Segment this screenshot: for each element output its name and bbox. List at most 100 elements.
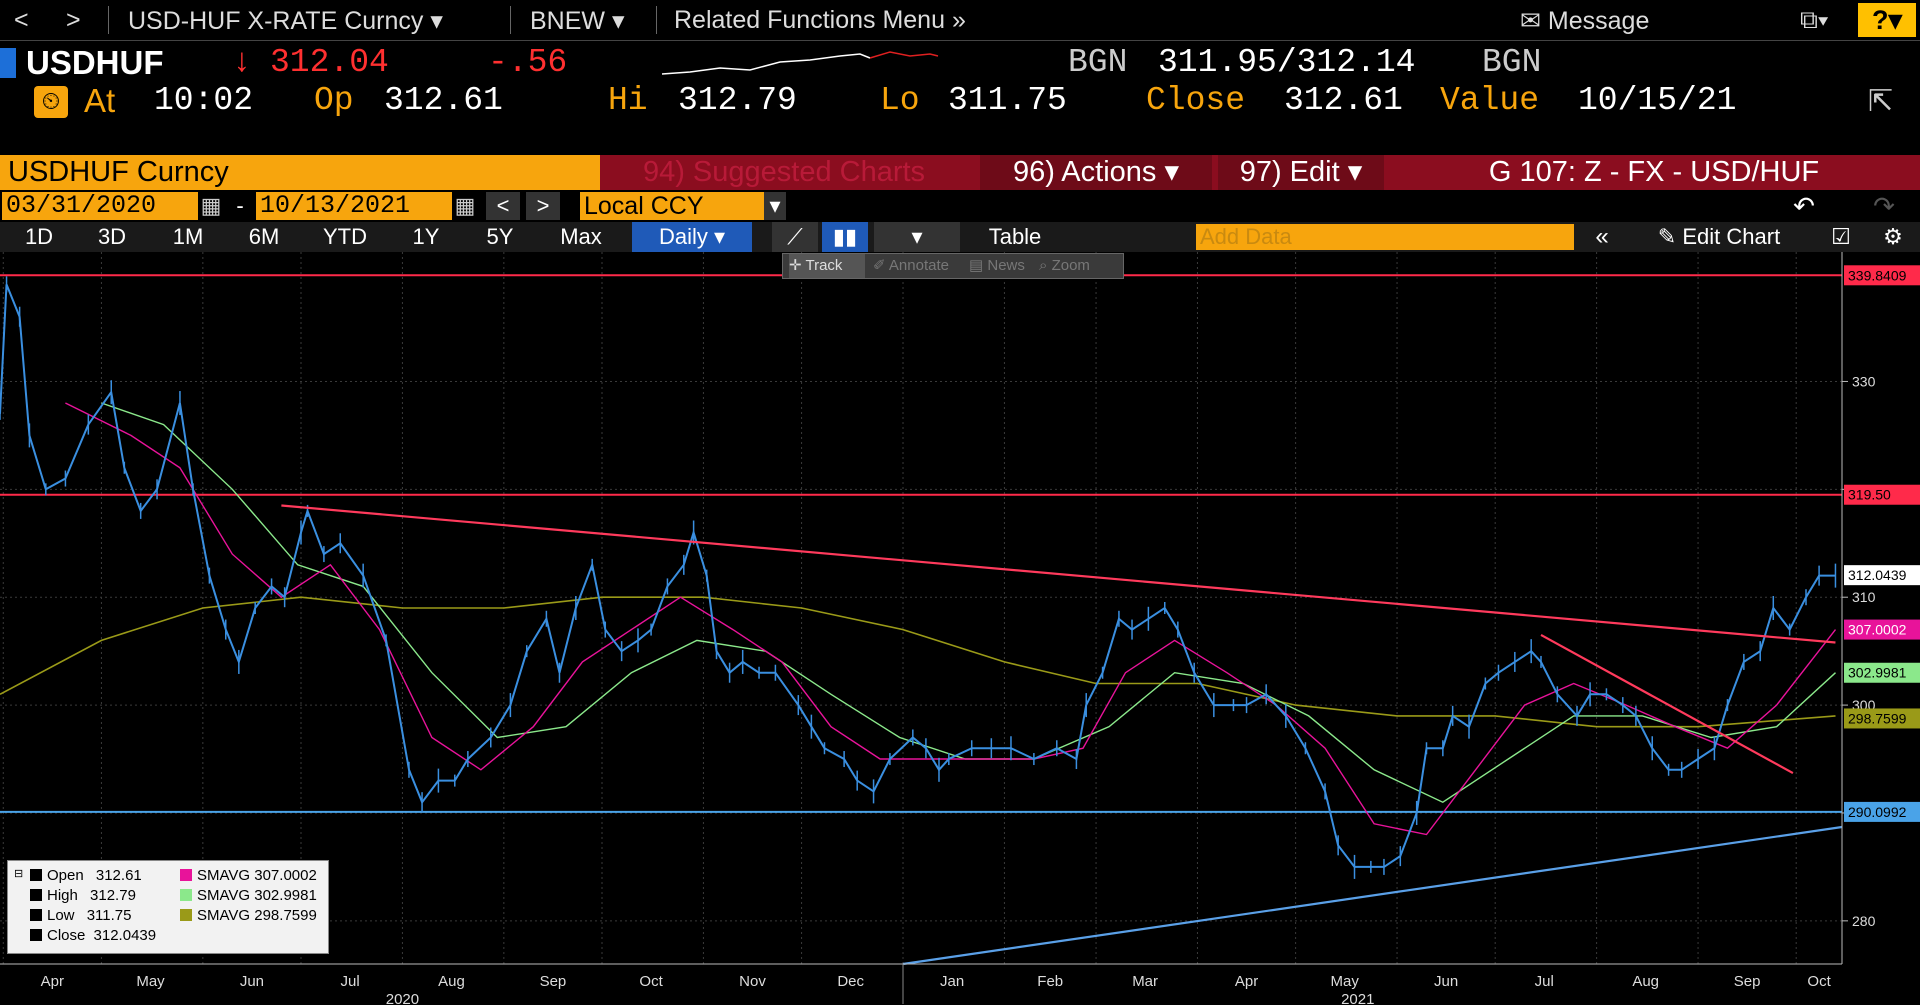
expand-icon[interactable]: ⇱ (1868, 85, 1894, 118)
crosshair-icon: ✛ (789, 257, 802, 274)
candlestick-icon[interactable]: ▮▮ (822, 222, 868, 252)
x-tick-label: Jun (1434, 973, 1458, 990)
legend-value: 312.0439 (93, 927, 157, 944)
related-menu-label: Related Functions Menu (674, 6, 945, 34)
axes: 280290300310320330AprMayJunJulAugSepOctN… (0, 252, 1920, 1005)
back-button[interactable]: < (14, 6, 29, 34)
x-tick-label: Mar (1132, 973, 1158, 990)
help-button[interactable]: ?▾ (1858, 3, 1916, 37)
pen-icon: ✐ (873, 257, 886, 274)
range-max[interactable]: Max (560, 224, 602, 249)
related-functions-menu[interactable]: Related Functions Menu » (674, 6, 966, 35)
x-tick-label: May (1331, 973, 1360, 990)
chevron-down-icon: ▾ (713, 224, 726, 249)
actions-label: 96) Actions (1012, 156, 1157, 188)
legend-label: SMAVG (197, 887, 251, 904)
clock-icon[interactable]: ⏲ (34, 86, 68, 118)
chart-type-dropdown[interactable]: ▾ (874, 222, 960, 252)
range-6m[interactable]: 6M (248, 224, 280, 249)
close-label: Close (1146, 82, 1246, 119)
value-label: Value (1440, 82, 1540, 119)
suggested-charts-button[interactable]: 94) Suggested Charts (642, 156, 926, 188)
legend-swatch (30, 909, 42, 921)
x-tick-label: Jul (340, 973, 359, 990)
legend-value: 298.7599 (254, 907, 317, 924)
prev-period-button[interactable]: < (486, 192, 520, 220)
legend-open: Open 312.61 (30, 867, 142, 884)
range-row (0, 222, 1920, 252)
actions-menu[interactable]: 96) Actions ▾ (980, 155, 1212, 190)
magnifier-icon: ⌕ (1039, 257, 1048, 274)
edit-settings-icon[interactable]: ☑ (1831, 224, 1851, 249)
legend-swatch (180, 869, 192, 881)
range-1y[interactable]: 1Y (412, 224, 440, 249)
line-chart-icon[interactable]: ⟋ (772, 222, 818, 252)
security-field[interactable]: USDHUF Curncy (0, 155, 600, 190)
zoom-tool[interactable]: ⌕ Zoom (1039, 254, 1090, 278)
currency-select[interactable]: Local CCY (580, 192, 764, 220)
window-menu-icon[interactable]: ⧉▾ (1800, 6, 1829, 34)
level-tag: 339.8409 (1848, 267, 1907, 283)
price-tag-bg (1844, 619, 1920, 640)
end-date-field[interactable]: 10/13/2021 (256, 192, 452, 220)
security-menu[interactable]: USD-HUF X-RATE Curncy ▾ (128, 6, 443, 36)
calendar-icon[interactable]: ▦ (198, 192, 224, 220)
at-label: At (84, 82, 116, 119)
sma-long-line (0, 596, 1836, 728)
period-select[interactable]: Daily ▾ (632, 222, 752, 252)
undo-icon[interactable]: ↶ (1780, 192, 1828, 220)
ticker: USDHUF (26, 44, 164, 81)
range-5y[interactable]: 5Y (486, 224, 514, 249)
source-menu-label: BNEW (530, 7, 605, 35)
range-1d[interactable]: 1D (24, 224, 54, 249)
edit-chart-button[interactable]: ✎ Edit Chart (1634, 222, 1804, 252)
table-button[interactable]: Table (988, 224, 1042, 249)
track-tool[interactable]: ✛ Track (789, 254, 865, 278)
calendar-icon[interactable]: ▦ (452, 192, 478, 220)
price-line (0, 284, 1836, 868)
start-date-field[interactable]: 03/31/2020 (2, 192, 198, 220)
add-data-input[interactable]: Add Data (1196, 224, 1574, 250)
period-label: Daily (658, 224, 708, 249)
edit-menu[interactable]: 97) Edit ▾ (1218, 155, 1384, 190)
price-tag: 312.0439 (1848, 567, 1907, 583)
forward-button[interactable]: > (66, 6, 81, 34)
separator (656, 6, 657, 34)
chevron-down-icon[interactable]: ▾ (764, 192, 786, 220)
level-tag-bg (1844, 484, 1920, 505)
ticker-color-tab (0, 48, 16, 78)
price-tag-bg (1844, 708, 1920, 729)
chart-id: G 107: Z - FX - USD/HUF (1488, 156, 1820, 188)
annotate-label: Annotate (888, 257, 949, 274)
x-tick-label: Oct (1807, 973, 1831, 990)
x-tick-label: Dec (837, 973, 864, 990)
gear-icon[interactable]: ⚙ (1883, 224, 1903, 249)
x-tick-label: Aug (1632, 973, 1659, 990)
annotate-tool[interactable]: ✐ Annotate (873, 254, 949, 278)
year-label: 2020 (386, 991, 419, 1005)
y-tick-label: 330 (1852, 373, 1876, 389)
legend-swatch (30, 869, 42, 881)
trendline (1540, 634, 1794, 775)
price-tag: 298.7599 (1848, 710, 1907, 726)
chevron-down-icon: ▾ (1164, 156, 1180, 188)
legend-label: Low (47, 907, 75, 924)
range-3d[interactable]: 3D (97, 224, 127, 249)
next-period-button[interactable]: > (526, 192, 560, 220)
level-tag: 319.50 (1848, 487, 1891, 503)
collapse-icon[interactable]: « (1595, 223, 1609, 250)
range-1m[interactable]: 1M (172, 224, 204, 249)
range-ytd[interactable]: YTD (323, 224, 367, 249)
level-tag-bg (1844, 801, 1920, 822)
news-icon: ▤ (969, 257, 984, 274)
x-tick-label: Apr (41, 973, 64, 990)
redo-icon[interactable]: ↷ (1860, 192, 1908, 220)
news-tool[interactable]: ▤ News (969, 254, 1025, 278)
source-menu[interactable]: BNEW ▾ (530, 6, 625, 36)
down-arrow-icon: ↓ (232, 44, 252, 81)
message-button[interactable]: ✉ Message (1520, 6, 1649, 36)
chart-legend: ⊟ Open 312.61 High 312.79 Low 311.75 Clo… (7, 860, 329, 954)
legend-swatch (30, 929, 42, 941)
legend-label: SMAVG (197, 907, 251, 924)
legend-collapse-icon[interactable]: ⊟ (14, 868, 24, 880)
